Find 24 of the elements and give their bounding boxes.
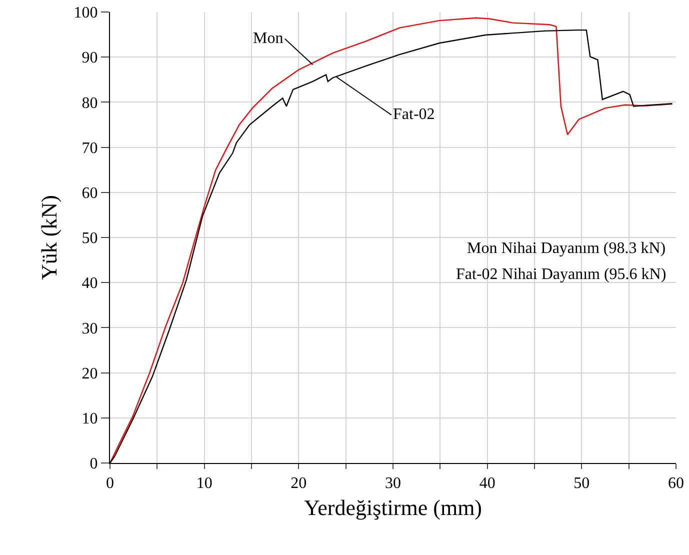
y-tick-label: 60: [82, 185, 98, 202]
text: Fat-02: [393, 106, 435, 123]
x-axis-title: Yerdeğiştirme (mm): [304, 495, 482, 520]
x-tick-label: 30: [385, 475, 401, 492]
y-tick-label: 50: [82, 230, 98, 248]
x-tick-label: 40: [479, 475, 496, 492]
x-tick-label: 0: [106, 475, 114, 492]
x-tick-label: 50: [574, 475, 590, 492]
y-tick-label: 0: [90, 456, 98, 473]
series-label: Mon: [253, 30, 284, 47]
y-tick-label: 40: [82, 275, 98, 292]
x-tick-label: 10: [196, 475, 212, 492]
y-tick-label: 70: [82, 140, 98, 157]
y-tick-label: 80: [82, 94, 98, 112]
x-tick-label: 60: [668, 475, 684, 492]
y-axis-title: Yük (kN): [36, 195, 62, 280]
annotation: Mon Nihai Dayanım (98.3 kN): [467, 240, 666, 257]
y-tick-label: 90: [82, 50, 98, 67]
y-tick-label: 30: [82, 320, 98, 338]
y-tick-label: 20: [82, 365, 98, 382]
x-tick-label: 20: [290, 475, 307, 492]
y-tick-label: 10: [82, 410, 98, 428]
annotation: Fat-02 Nihai Dayanım (95.6 kN): [456, 266, 666, 283]
y-tick-label: 100: [74, 4, 98, 22]
